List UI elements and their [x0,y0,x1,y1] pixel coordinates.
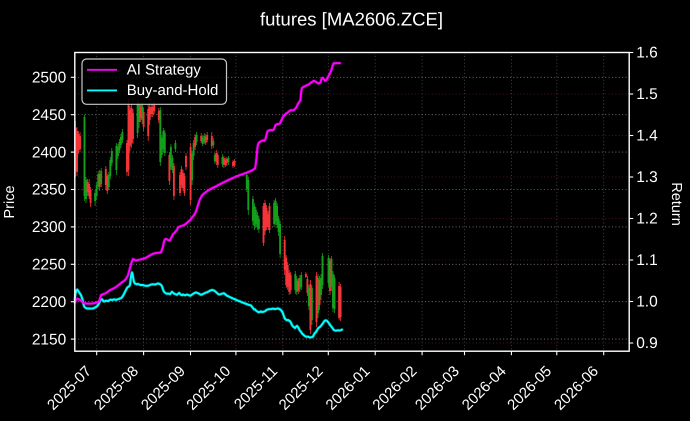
svg-text:1.2: 1.2 [636,211,658,228]
svg-text:2150: 2150 [32,331,67,348]
svg-text:0.9: 0.9 [636,335,658,352]
svg-text:2500: 2500 [32,70,67,87]
svg-text:Buy-and-Hold: Buy-and-Hold [127,82,219,99]
svg-text:Return: Return [668,182,684,226]
svg-text:1.5: 1.5 [636,86,658,103]
svg-text:1.4: 1.4 [636,128,658,145]
svg-text:2200: 2200 [32,294,67,311]
svg-text:2350: 2350 [32,182,67,199]
svg-text:2450: 2450 [32,107,67,124]
svg-text:Price: Price [2,185,18,218]
svg-text:1.3: 1.3 [636,169,658,186]
svg-text:2250: 2250 [32,257,67,274]
svg-text:1.1: 1.1 [636,252,658,269]
svg-text:AI Strategy: AI Strategy [127,62,202,79]
svg-text:futures [MA2606.ZCE]: futures [MA2606.ZCE] [260,9,443,30]
svg-text:1.0: 1.0 [636,294,658,311]
svg-text:2400: 2400 [32,144,67,161]
svg-text:2300: 2300 [32,219,67,236]
svg-text:1.6: 1.6 [636,45,658,62]
